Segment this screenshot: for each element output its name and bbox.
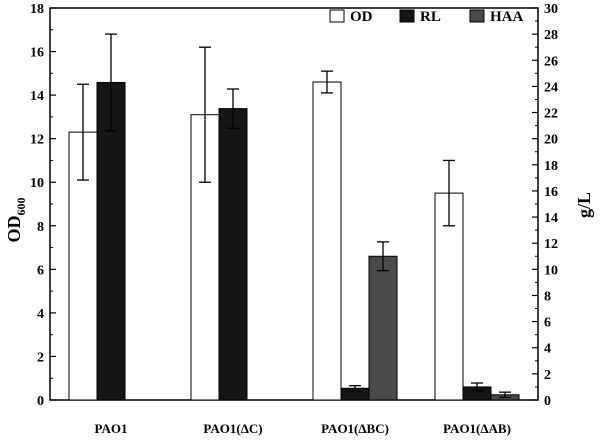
left-tick-label: 2 [37,350,44,365]
right-tick-label: 18 [544,159,558,174]
left-tick-label: 0 [37,394,44,409]
bars [68,81,520,401]
category-label: PAO1(ΔC) [203,421,262,436]
right-tick-label: 8 [544,289,551,304]
left-tick-label: 12 [30,133,44,148]
bar-od [312,81,342,401]
legend: OD RL HAA [329,9,524,25]
left-tick-label: 8 [37,220,44,235]
right-tick-label: 12 [544,237,558,252]
bar-rl [218,108,248,401]
right-tick-label: 20 [544,133,558,148]
bar-haa [368,255,398,401]
category-labels: PAO1 PAO1(ΔC) PAO1(ΔBC) PAO1(ΔAB) [95,421,511,436]
left-tick-label: 10 [30,176,44,191]
left-axis: 0 2 4 6 8 10 12 14 16 18 [30,2,56,409]
right-tick-label: 6 [544,316,551,331]
left-tick-label: 18 [30,2,44,17]
legend-swatch-haa [469,9,485,23]
legend-swatch-od [329,9,345,23]
left-axis-title-subscript: 600 [14,198,28,216]
left-tick-label: 14 [30,89,44,104]
right-tick-label: 4 [544,342,551,357]
legend-label-haa: HAA [490,9,524,25]
left-tick-label: 16 [30,46,44,61]
right-tick-label: 14 [544,211,558,226]
left-axis-title: OD600 [4,198,28,243]
legend-label-rl: RL [420,9,441,25]
legend-swatch-rl [399,9,415,23]
right-tick-label: 0 [544,394,551,409]
left-tick-label: 6 [37,263,44,278]
right-tick-label: 28 [544,28,558,43]
category-label: PAO1 [95,421,128,436]
right-tick-label: 30 [544,2,558,17]
error-bars [77,33,511,399]
right-tick-label: 16 [544,185,558,200]
bar-od [434,192,464,401]
right-tick-label: 26 [544,54,558,69]
right-axis-title: g/L [574,192,594,218]
bar-rl [96,81,126,401]
category-label: PAO1(ΔAB) [443,421,511,436]
right-tick-label: 24 [544,80,558,95]
category-label: PAO1(ΔBC) [321,421,389,436]
right-tick-label: 10 [544,263,558,278]
left-tick-label: 4 [37,307,44,322]
right-tick-label: 22 [544,107,558,122]
legend-label-od: OD [350,9,373,25]
right-tick-label: 2 [544,368,551,383]
